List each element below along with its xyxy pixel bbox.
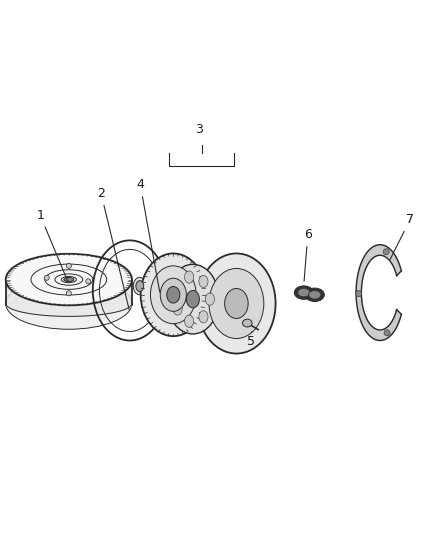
Polygon shape	[356, 245, 401, 341]
Text: 7: 7	[390, 213, 414, 260]
Ellipse shape	[184, 315, 194, 327]
Ellipse shape	[197, 254, 276, 353]
Text: 3: 3	[195, 123, 203, 136]
Ellipse shape	[243, 319, 252, 327]
Ellipse shape	[199, 276, 208, 287]
Ellipse shape	[184, 271, 194, 283]
Circle shape	[384, 330, 390, 336]
Circle shape	[66, 263, 71, 269]
Circle shape	[356, 290, 362, 297]
Circle shape	[66, 290, 71, 296]
Ellipse shape	[64, 278, 74, 281]
Circle shape	[86, 279, 91, 284]
Ellipse shape	[209, 269, 264, 338]
Text: 6: 6	[304, 228, 312, 281]
Ellipse shape	[6, 254, 132, 305]
Ellipse shape	[173, 283, 182, 295]
Text: 1: 1	[36, 208, 68, 281]
Ellipse shape	[186, 290, 199, 308]
Ellipse shape	[136, 281, 144, 292]
Circle shape	[383, 249, 389, 255]
Ellipse shape	[167, 287, 180, 303]
Text: 2: 2	[97, 187, 129, 310]
Ellipse shape	[305, 288, 324, 302]
Text: 5: 5	[247, 332, 255, 348]
Ellipse shape	[308, 290, 321, 299]
Circle shape	[44, 275, 49, 280]
Ellipse shape	[6, 278, 132, 329]
Ellipse shape	[141, 254, 206, 336]
Ellipse shape	[199, 311, 208, 323]
Text: 4: 4	[136, 178, 160, 292]
Ellipse shape	[167, 264, 219, 334]
Ellipse shape	[133, 277, 146, 295]
Ellipse shape	[294, 286, 314, 300]
Ellipse shape	[160, 278, 186, 311]
Ellipse shape	[225, 288, 248, 319]
Ellipse shape	[173, 303, 182, 315]
Ellipse shape	[205, 293, 215, 305]
Ellipse shape	[298, 288, 310, 297]
Ellipse shape	[150, 266, 196, 324]
